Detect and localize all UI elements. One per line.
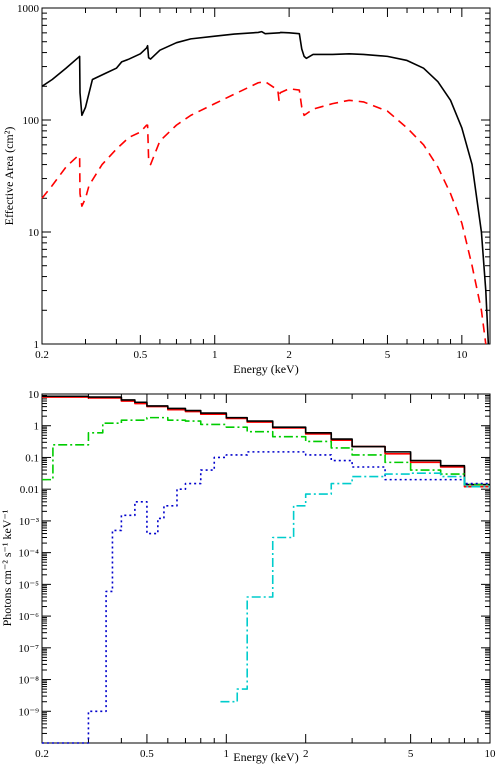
top-series: [41, 30, 490, 345]
series-line-3: [42, 451, 490, 744]
series-line-2: [42, 416, 490, 486]
top-tick-labels: 0.2 0.5 1 2 5 10 1 10 100 1000: [17, 3, 468, 361]
x-tick-label: 5: [408, 748, 414, 760]
bottom-series: [42, 395, 490, 744]
y-tick-label: 10: [28, 389, 40, 401]
top-plot-frame: [41, 7, 491, 345]
top-y-axis-title: Effective Area (cm²): [2, 127, 16, 226]
x-tick-label: 1: [212, 349, 218, 361]
series-line-1: [42, 395, 490, 486]
y-tick-label: 10⁻⁹: [18, 706, 39, 718]
bottom-plot-frame: [41, 393, 491, 744]
x-tick-label: 10: [456, 349, 468, 361]
x-tick-label: 0.2: [35, 748, 49, 760]
y-tick-label: 10⁻⁴: [18, 548, 39, 560]
top-ticks: [41, 7, 490, 345]
y-tick-label: 1000: [17, 3, 40, 15]
series-line-4: [220, 472, 490, 703]
y-tick-label: 0.01: [20, 484, 39, 496]
bottom-tick-labels: 0.2 0.5 1 2 5 10 10 1 0.1 0.01 10⁻³ 10⁻⁴ 10⁻⁵ 10⁻⁶ 10⁻…: [18, 389, 496, 760]
y-tick-label: 10⁻⁶: [18, 611, 39, 623]
y-tick-label: 1: [34, 339, 40, 351]
effective-area-panel: 0.2 0.5 1 2 5 10 1 10 100 1000 Energy (keV) Effec…: [2, 3, 491, 376]
photon-spectrum-panel: 0.2 0.5 1 2 5 10 10 1 0.1 0.01 10⁻³ 10⁻⁴ 10⁻⁵ 10⁻⁶ 10⁻…: [0, 389, 496, 764]
y-tick-label: 100: [23, 115, 40, 127]
y-tick-label: 10⁻⁵: [18, 579, 39, 591]
y-tick-label: 10: [28, 227, 40, 239]
x-tick-label: 2: [286, 349, 292, 361]
bottom-ticks: [41, 393, 491, 744]
y-tick-label: 0.1: [25, 452, 39, 464]
y-tick-label: 10⁻⁷: [18, 643, 39, 655]
top-x-axis-title: Energy (keV): [233, 362, 298, 376]
y-tick-label: 10⁻⁸: [18, 675, 39, 687]
x-tick-label: 10: [485, 748, 497, 760]
x-tick-label: 0.5: [140, 748, 154, 760]
y-tick-label: 10⁻³: [19, 516, 40, 528]
series-line-1: [41, 80, 487, 345]
bottom-y-axis-title: Photons cm⁻² s⁻¹ keV⁻¹: [0, 509, 14, 626]
y-tick-label: 1: [34, 421, 40, 433]
x-tick-label: 5: [385, 349, 391, 361]
x-tick-label: 0.5: [133, 349, 147, 361]
series-line-0: [41, 30, 490, 345]
bottom-x-axis-title: Energy (keV): [233, 750, 298, 764]
x-tick-label: 0.2: [35, 349, 49, 361]
x-tick-label: 1: [224, 748, 230, 760]
x-tick-label: 2: [303, 748, 309, 760]
